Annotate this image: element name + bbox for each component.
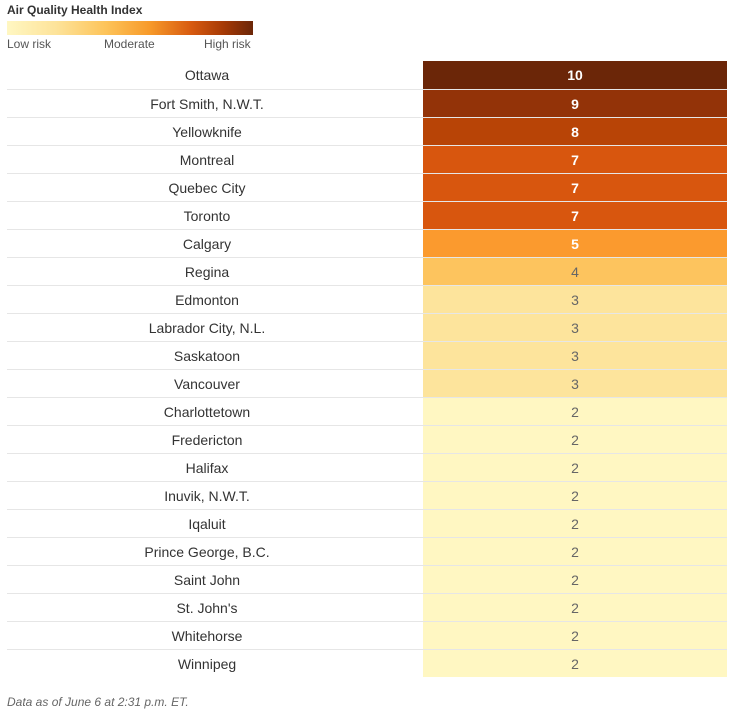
table-row: Prince George, B.C. 2 (7, 537, 727, 565)
table-row: Fredericton 2 (7, 425, 727, 453)
aqhi-value-cell: 2 (423, 510, 727, 537)
aqhi-value-cell: 2 (423, 482, 727, 509)
city-label: Saint John (173, 571, 241, 588)
table-row: Calgary 5 (7, 229, 727, 257)
aqhi-value-cell: 2 (423, 454, 727, 481)
aqhi-value-cell: 2 (423, 566, 727, 593)
table-row: Inuvik, N.W.T. 2 (7, 481, 727, 509)
city-label: Prince George, B.C. (144, 543, 270, 560)
legend-high-label: High risk (204, 37, 251, 51)
aqhi-value-cell: 5 (423, 230, 727, 257)
aqhi-value-cell: 2 (423, 594, 727, 621)
city-label: Calgary (182, 235, 232, 252)
aqhi-value-cell: 8 (423, 118, 727, 145)
legend-low-label: Low risk (7, 37, 52, 51)
legend-moderate-label: Moderate (104, 37, 155, 51)
city-label: Charlottetown (163, 403, 251, 420)
city-label: Quebec City (168, 179, 246, 196)
aqhi-table: Ottawa 10 Fort Smith, N.W.T. 9 Yellowknife 8 M… (7, 61, 727, 677)
city-label: St. John's (176, 599, 238, 616)
city-label: Ottawa (184, 67, 230, 83)
table-row: Edmonton 3 (7, 285, 727, 313)
city-label: Fredericton (171, 431, 243, 448)
table-row: Vancouver 3 (7, 369, 727, 397)
aqhi-value-cell: 2 (423, 650, 727, 677)
aqhi-value-cell: 2 (423, 426, 727, 453)
table-row: Fort Smith, N.W.T. 9 (7, 89, 727, 117)
table-row: Regina 4 (7, 257, 727, 285)
city-label: Saskatoon (173, 347, 241, 364)
table-row: Winnipeg 2 (7, 649, 727, 677)
aqhi-value-cell: 10 (423, 61, 727, 89)
table-row: Yellowknife 8 (7, 117, 727, 145)
footnote: Data as of June 6 at 2:31 p.m. ET. (7, 695, 189, 709)
legend-gradient-bar (7, 21, 253, 35)
city-label: Vancouver (174, 375, 240, 392)
aqhi-value-cell: 2 (423, 622, 727, 649)
city-label: Halifax (185, 459, 229, 476)
aqhi-value-cell: 7 (423, 146, 727, 173)
city-label: Edmonton (175, 291, 239, 308)
aqhi-value-cell: 7 (423, 174, 727, 201)
aqhi-value-cell: 2 (423, 398, 727, 425)
aqhi-value-cell: 3 (423, 342, 727, 369)
legend: Air Quality Health Index Low risk Modera… (7, 2, 257, 53)
city-label: Labrador City, N.L. (148, 319, 266, 336)
city-label: Iqaluit (188, 515, 226, 532)
table-row: Labrador City, N.L. 3 (7, 313, 727, 341)
table-row: Halifax 2 (7, 453, 727, 481)
city-label: Toronto (183, 207, 231, 224)
table-row: Montreal 7 (7, 145, 727, 173)
table-row: Charlottetown 2 (7, 397, 727, 425)
city-label: Winnipeg (177, 655, 237, 672)
aqhi-value-cell: 3 (423, 286, 727, 313)
table-row: Toronto 7 (7, 201, 727, 229)
table-row: Saint John 2 (7, 565, 727, 593)
table-row: Whitehorse 2 (7, 621, 727, 649)
aqhi-value-cell: 9 (423, 90, 727, 117)
legend-title: Air Quality Health Index (7, 3, 143, 17)
table-row: St. John's 2 (7, 593, 727, 621)
table-row: Saskatoon 3 (7, 341, 727, 369)
city-label: Montreal (179, 151, 235, 168)
aqhi-value-cell: 7 (423, 202, 727, 229)
city-label: Yellowknife (172, 123, 242, 140)
table-row: Ottawa 10 (7, 61, 727, 89)
city-label: Regina (184, 263, 230, 280)
aqhi-value-cell: 3 (423, 314, 727, 341)
table-row: Iqaluit 2 (7, 509, 727, 537)
aqhi-value-cell: 3 (423, 370, 727, 397)
table-row: Quebec City 7 (7, 173, 727, 201)
legend-labels: Low risk Moderate High risk (7, 37, 257, 53)
city-label: Whitehorse (171, 627, 243, 644)
aqhi-value-cell: 4 (423, 258, 727, 285)
city-label: Inuvik, N.W.T. (164, 487, 250, 504)
aqhi-value-cell: 2 (423, 538, 727, 565)
city-label: Fort Smith, N.W.T. (150, 95, 264, 112)
